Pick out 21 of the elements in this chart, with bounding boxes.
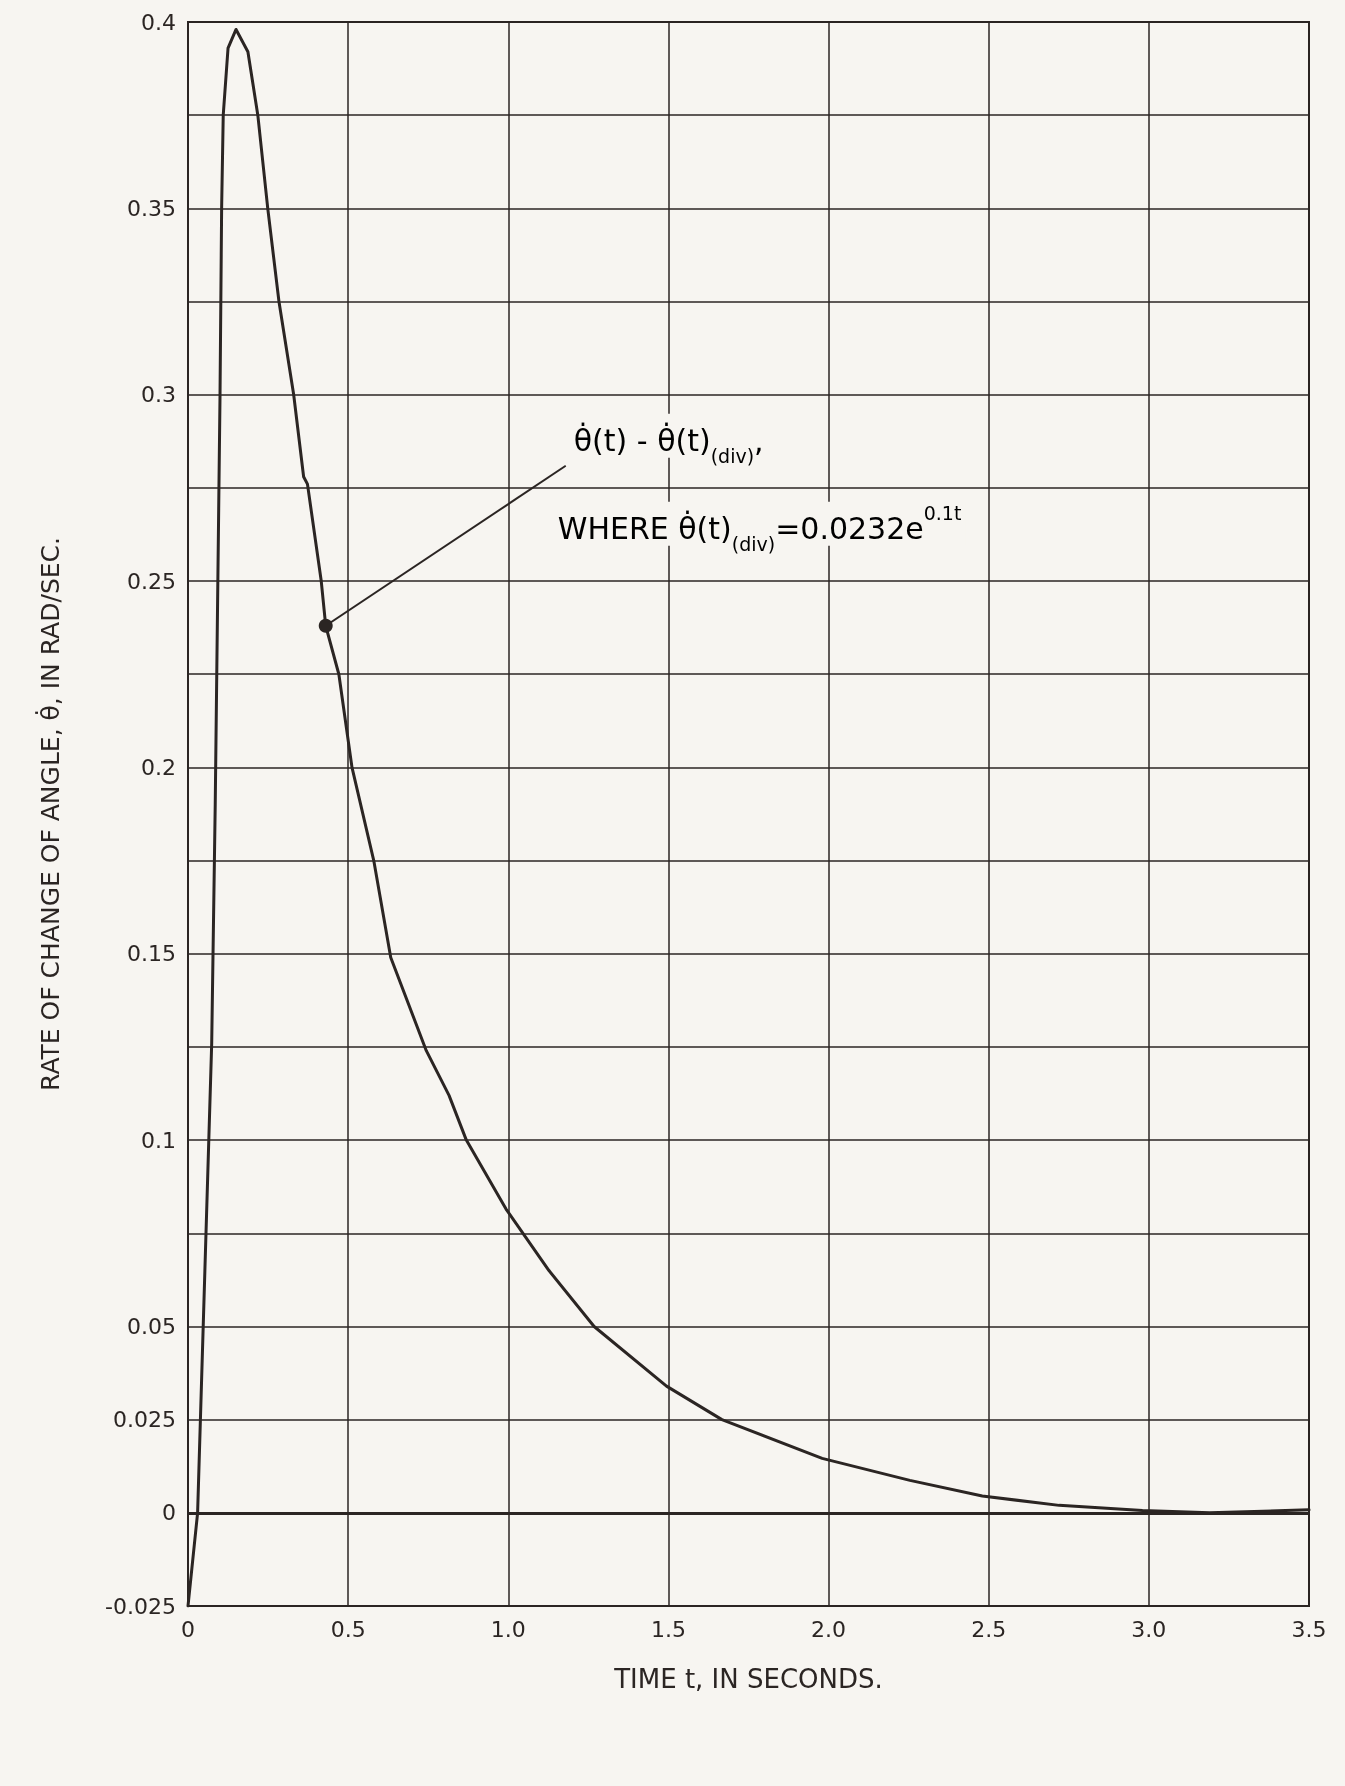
x-tick-label: 1.5 [650, 1616, 686, 1642]
y-tick-label: 0.2 [141, 754, 176, 780]
x-tick-label: 1.0 [490, 1616, 526, 1642]
x-axis-title: TIME t, IN SECONDS. [613, 1664, 883, 1694]
y-axis-title: RATE OF CHANGE OF ANGLE, θ̇, IN RAD/SEC. [35, 537, 65, 1091]
y-tick-label: 0.025 [113, 1407, 176, 1433]
x-tick-label: 2.0 [811, 1616, 847, 1642]
x-tick-label: 0.5 [330, 1616, 366, 1642]
y-tick-label: 0.15 [127, 941, 176, 967]
y-tick-label: 0.4 [141, 9, 176, 35]
y-tick-label: 0 [162, 1500, 176, 1526]
y-tick-label: 0.25 [127, 568, 176, 594]
x-tick-label: 3.5 [1291, 1616, 1327, 1642]
y-tick-label: 0.05 [127, 1313, 176, 1339]
y-tick-label: -0.025 [105, 1593, 176, 1619]
y-tick-label: 0.1 [141, 1127, 176, 1153]
x-tick-label: 0 [181, 1616, 195, 1642]
x-tick-label: 3.0 [1131, 1616, 1167, 1642]
y-tick-label: 0.3 [141, 382, 176, 408]
x-tick-label: 2.5 [971, 1616, 1007, 1642]
y-tick-label: 0.35 [127, 195, 176, 221]
